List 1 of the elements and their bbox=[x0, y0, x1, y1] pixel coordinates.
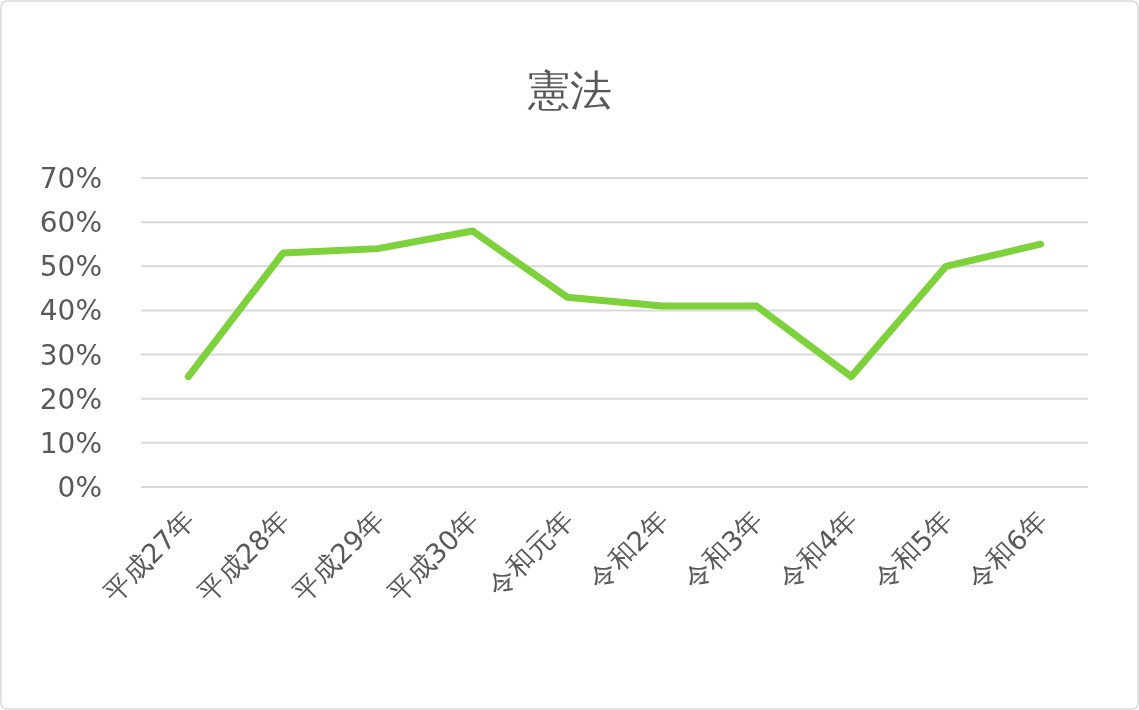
title: 憲法 bbox=[527, 66, 612, 115]
